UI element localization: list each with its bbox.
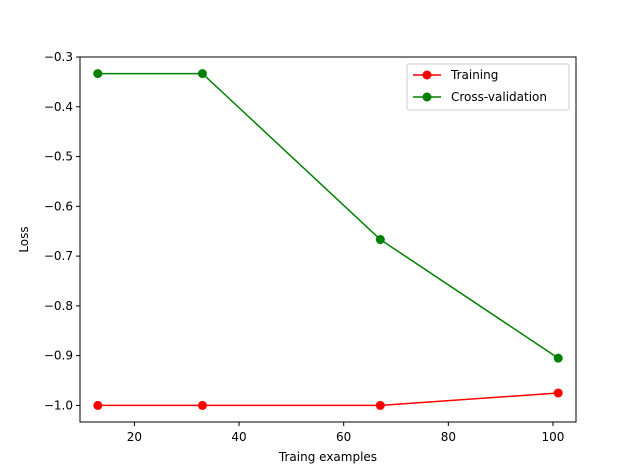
data-point — [93, 400, 103, 410]
legend-box — [406, 63, 570, 111]
data-point — [197, 400, 207, 410]
y-tick-label: −1.0 — [44, 398, 73, 412]
legend-swatch-marker — [422, 70, 432, 80]
x-tick-label: 80 — [441, 430, 456, 444]
x-tick-label: 60 — [336, 430, 351, 444]
data-point — [375, 235, 385, 245]
y-tick-label: −0.4 — [44, 100, 73, 114]
y-tick-label: −0.5 — [44, 150, 73, 164]
legend-entry: Cross-validation — [451, 90, 547, 104]
legend: Training Cross-validation — [406, 63, 570, 111]
y-tick-label: −0.8 — [44, 299, 73, 313]
y-tick-label: −0.3 — [44, 50, 73, 64]
series-layer — [93, 69, 563, 410]
y-tick-label: −0.6 — [44, 199, 73, 213]
axes-frame — [79, 56, 577, 423]
data-point — [197, 69, 207, 79]
x-tick-label: 100 — [542, 430, 565, 444]
legend-swatch-marker — [422, 92, 432, 102]
y-axis: −1.0 −0.9 −0.8 −0.7 −0.6 −0.5 −0.4 −0.3 — [44, 50, 80, 412]
series-line-1 — [97, 392, 559, 407]
data-point — [375, 400, 385, 410]
data-point — [93, 69, 103, 79]
x-axis-label: Traing examples — [278, 450, 377, 464]
x-tick-label: 40 — [231, 430, 246, 444]
legend-entry: Training — [450, 68, 498, 82]
y-tick-label: −0.9 — [44, 349, 73, 363]
data-point — [553, 353, 563, 363]
x-axis: 20 40 60 80 100 — [127, 422, 565, 444]
x-tick-label: 20 — [127, 430, 142, 444]
data-point — [553, 388, 563, 398]
y-tick-label: −0.7 — [44, 249, 73, 263]
series-line-2 — [97, 72, 559, 359]
y-axis-label: Loss — [17, 226, 31, 252]
